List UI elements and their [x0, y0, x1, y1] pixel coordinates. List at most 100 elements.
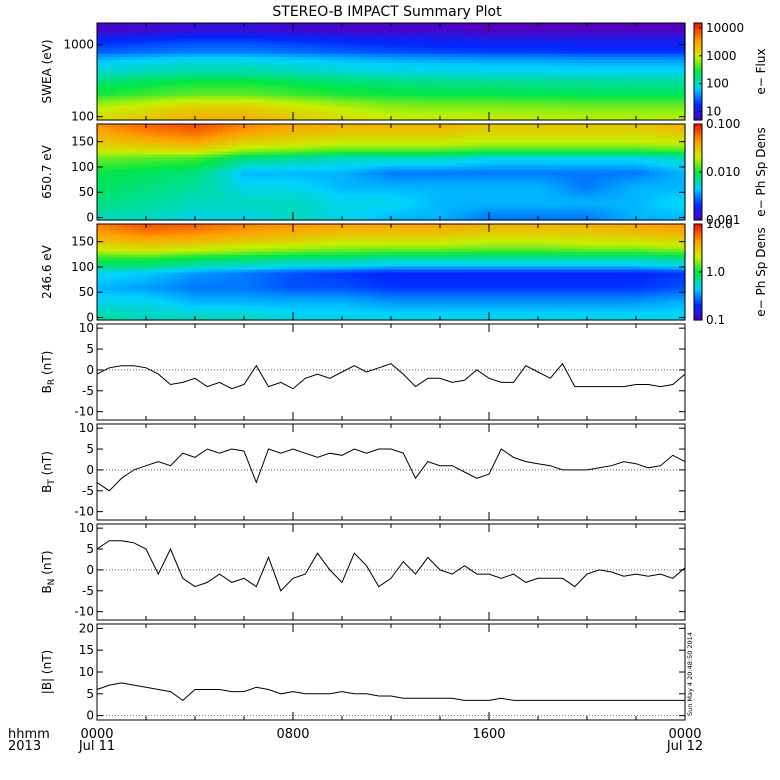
heatmap-cell [487, 77, 494, 82]
heatmap-cell [181, 62, 188, 67]
heatmap-cell [187, 181, 194, 185]
heatmap-cell [133, 71, 140, 76]
heatmap-cell [661, 59, 668, 64]
heatmap-cell [463, 68, 470, 73]
heatmap-cell [187, 101, 194, 106]
heatmap-cell [649, 71, 656, 76]
heatmap-cell [421, 26, 428, 30]
heatmap-cell [157, 23, 164, 27]
heatmap-cell [415, 175, 422, 179]
heatmap-cell [127, 196, 134, 200]
heatmap-cell [535, 89, 542, 94]
heatmap-cell [211, 26, 218, 30]
heatmap-cell [265, 44, 272, 48]
heatmap-cell [421, 95, 428, 100]
heatmap-cell [145, 26, 152, 30]
heatmap-cell [397, 23, 404, 27]
heatmap-cell [277, 98, 284, 103]
heatmap-cell [127, 56, 134, 60]
heatmap-cell [295, 29, 302, 33]
heatmap-cell [235, 89, 242, 94]
heatmap-cell [121, 181, 128, 185]
heatmap-cell [157, 44, 164, 48]
heatmap-cell [511, 104, 518, 109]
heatmap-cell [355, 110, 362, 115]
heatmap-cell [349, 74, 356, 79]
heatmap-cell [319, 113, 326, 118]
heatmap-cell [559, 38, 566, 42]
heatmap-cell [157, 110, 164, 115]
heatmap-cell [469, 95, 476, 100]
heatmap-cell [307, 181, 314, 185]
heatmap-cell [301, 59, 308, 64]
heatmap-cell [649, 62, 656, 67]
heatmap-cell [139, 62, 146, 67]
heatmap-cell [205, 172, 212, 176]
heatmap-cell [133, 104, 140, 109]
heatmap-cell [97, 47, 104, 51]
heatmap-cell [253, 166, 260, 170]
heatmap-cell [133, 56, 140, 60]
heatmap-cell [349, 110, 356, 115]
heatmap-cell [241, 65, 248, 70]
heatmap-cell [319, 196, 326, 200]
heatmap-cell [241, 211, 248, 215]
colorbar-swatch [694, 23, 702, 27]
heatmap-cell [283, 217, 290, 221]
heatmap-cell [187, 124, 194, 128]
heatmap-cell [175, 208, 182, 212]
heatmap-cell [553, 26, 560, 30]
heatmap-cell [193, 53, 200, 57]
heatmap-cell [619, 38, 626, 42]
heatmap-cell [139, 190, 146, 194]
heatmap-cell [355, 95, 362, 100]
heatmap-cell [325, 32, 332, 36]
colorbar-swatch [694, 78, 702, 82]
heatmap-cell [301, 175, 308, 179]
heatmap-cell [619, 107, 626, 112]
heatmap-cell [589, 29, 596, 33]
heatmap-cell [331, 208, 338, 212]
heatmap-cell [289, 23, 296, 27]
heatmap-cell [217, 38, 224, 42]
heatmap-cell [457, 53, 464, 57]
heatmap-cell [589, 74, 596, 79]
heatmap-cell [283, 32, 290, 36]
heatmap-cell [319, 163, 326, 167]
heatmap-cell [271, 77, 278, 82]
heatmap-cell [223, 89, 230, 94]
heatmap-cell [217, 113, 224, 118]
heatmap-cell [247, 92, 254, 97]
heatmap-cell [391, 145, 398, 149]
heatmap-cell [235, 29, 242, 33]
heatmap-cell [157, 89, 164, 94]
heatmap-cell [181, 98, 188, 103]
heatmap-cell [109, 124, 116, 128]
heatmap-cell [295, 116, 302, 121]
heatmap-cell [577, 26, 584, 30]
heatmap-cell [367, 23, 374, 27]
heatmap-cell [121, 202, 128, 206]
heatmap-cell [463, 62, 470, 67]
heatmap-cell [601, 29, 608, 33]
heatmap-cell [253, 202, 260, 206]
heatmap-cell [577, 101, 584, 106]
heatmap-cell [313, 175, 320, 179]
heatmap-cell [433, 77, 440, 82]
heatmap-cell [145, 151, 152, 155]
heatmap-cell [511, 89, 518, 94]
heatmap-cell [493, 77, 500, 82]
heatmap-cell [619, 86, 626, 91]
heatmap-cell [277, 154, 284, 158]
heatmap-cell [409, 116, 416, 121]
heatmap-cell [181, 193, 188, 197]
heatmap-cell [649, 86, 656, 91]
heatmap-cell [181, 68, 188, 73]
heatmap-cell [265, 217, 272, 221]
heatmap-cell [379, 181, 386, 185]
heatmap-cell [337, 208, 344, 212]
heatmap-cell [553, 53, 560, 57]
heatmap-cell [355, 80, 362, 85]
heatmap-cell [247, 208, 254, 212]
heatmap-cell [235, 172, 242, 176]
